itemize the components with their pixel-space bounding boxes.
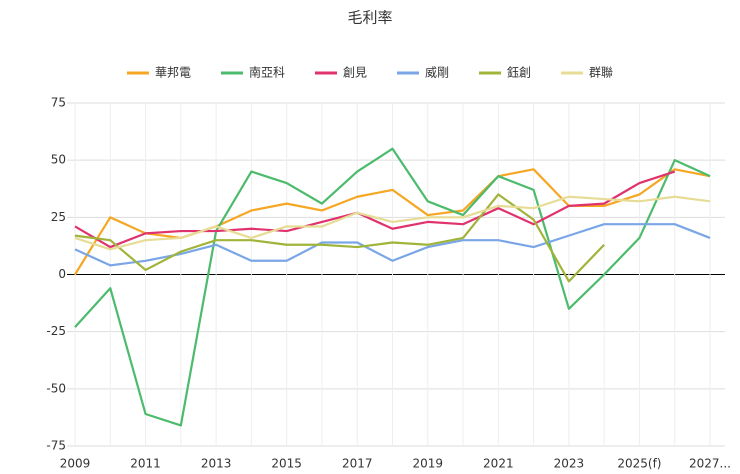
x-tick-label: 2009: [60, 457, 91, 471]
series-line: [74, 170, 676, 249]
chart-title: 毛利率: [347, 9, 392, 27]
x-tick-label: 2015: [271, 457, 302, 471]
x-tick-label: 2021: [483, 457, 514, 471]
legend-label: 南亞科: [249, 65, 285, 80]
y-tick-label: 25: [51, 210, 66, 224]
series-line: [74, 195, 711, 251]
y-tick-label: -75: [46, 439, 66, 453]
legend-label: 創見: [343, 66, 367, 80]
x-tick-label: 2017: [342, 457, 373, 471]
legend-label: 華邦電: [155, 66, 191, 80]
series-line: [74, 223, 711, 267]
x-tick-label: 2025(f): [617, 457, 661, 471]
y-tick-label: 50: [51, 153, 66, 167]
y-tick-label: -50: [46, 381, 66, 395]
legend-label: 威剛: [425, 66, 449, 80]
y-tick-label: 75: [51, 96, 66, 110]
x-tick-label: 2011: [130, 457, 161, 471]
y-tick-label: 0: [58, 267, 66, 281]
y-tick-label: -25: [46, 324, 66, 338]
legend-label: 群聯: [589, 66, 613, 80]
x-tick-label: 2013: [201, 457, 232, 471]
legend-label: 鈺創: [507, 65, 531, 80]
series-line: [74, 147, 711, 427]
x-tick-label: 2023: [554, 457, 585, 471]
x-tick-label: 2027...: [689, 457, 731, 471]
x-tick-label: 2019: [413, 457, 444, 471]
